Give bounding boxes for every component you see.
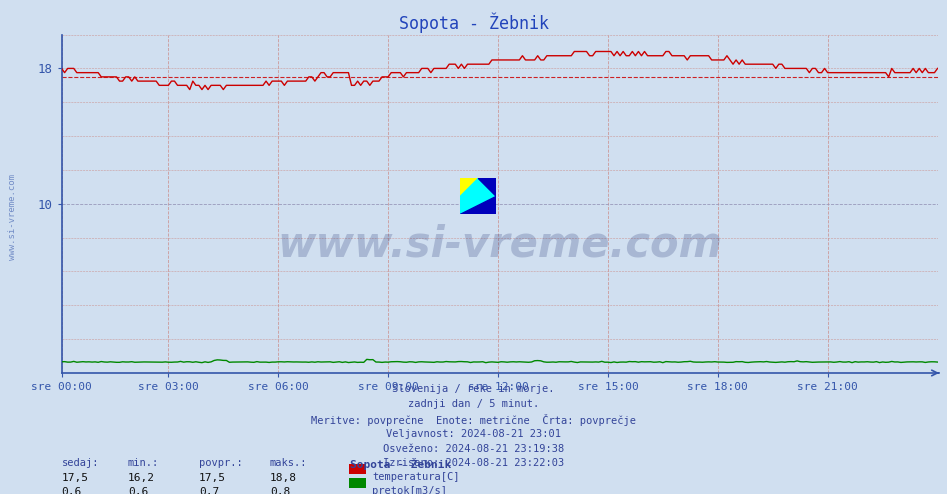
Polygon shape bbox=[460, 178, 496, 214]
Text: 0,6: 0,6 bbox=[128, 487, 148, 494]
Text: Izrisano: 2024-08-21 23:22:03: Izrisano: 2024-08-21 23:22:03 bbox=[383, 458, 564, 468]
Text: Veljavnost: 2024-08-21 23:01: Veljavnost: 2024-08-21 23:01 bbox=[386, 429, 561, 439]
Text: pretok[m3/s]: pretok[m3/s] bbox=[372, 486, 447, 494]
Text: 17,5: 17,5 bbox=[62, 473, 89, 483]
Text: 0,7: 0,7 bbox=[199, 487, 219, 494]
Text: www.si-vreme.com: www.si-vreme.com bbox=[8, 174, 17, 260]
Text: Osveženo: 2024-08-21 23:19:38: Osveženo: 2024-08-21 23:19:38 bbox=[383, 444, 564, 453]
Text: 0,8: 0,8 bbox=[270, 487, 290, 494]
Text: min.:: min.: bbox=[128, 458, 159, 468]
Text: 18,8: 18,8 bbox=[270, 473, 297, 483]
Text: www.si-vreme.com: www.si-vreme.com bbox=[277, 223, 722, 265]
Text: sedaj:: sedaj: bbox=[62, 458, 99, 468]
Text: 0,6: 0,6 bbox=[62, 487, 81, 494]
Polygon shape bbox=[460, 178, 478, 197]
Text: Sopota - Žebnik: Sopota - Žebnik bbox=[350, 458, 452, 470]
Polygon shape bbox=[460, 178, 496, 214]
Text: 17,5: 17,5 bbox=[199, 473, 226, 483]
Text: Meritve: povprečne  Enote: metrične  Črta: povprečje: Meritve: povprečne Enote: metrične Črta:… bbox=[311, 414, 636, 426]
Text: 16,2: 16,2 bbox=[128, 473, 155, 483]
Text: povpr.:: povpr.: bbox=[199, 458, 242, 468]
Text: Sopota - Žebnik: Sopota - Žebnik bbox=[399, 12, 548, 33]
Text: zadnji dan / 5 minut.: zadnji dan / 5 minut. bbox=[408, 399, 539, 409]
Text: Slovenija / reke in morje.: Slovenija / reke in morje. bbox=[392, 384, 555, 394]
Text: maks.:: maks.: bbox=[270, 458, 308, 468]
Text: temperatura[C]: temperatura[C] bbox=[372, 472, 459, 482]
